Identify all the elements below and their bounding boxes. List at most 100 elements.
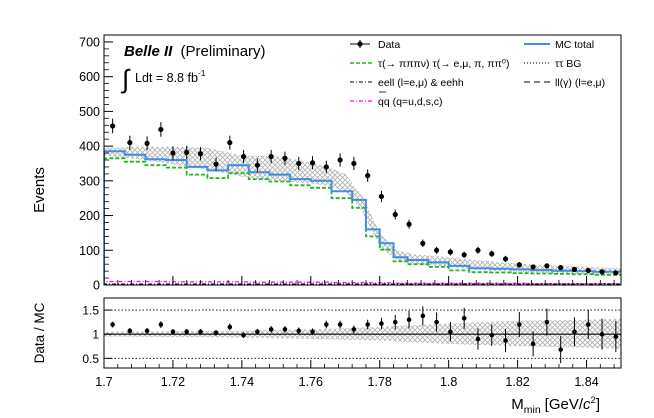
data-marker — [613, 270, 619, 276]
ratio-marker — [365, 322, 370, 327]
data-marker — [309, 160, 316, 166]
main-x-ticks — [103, 276, 615, 285]
ratio-point — [310, 328, 315, 336]
data-marker — [240, 153, 247, 160]
ratio-marker — [110, 322, 115, 327]
ratio-marker — [170, 329, 176, 335]
main-panel: 0 100 200 300 400 500 600 700 Events Belle II (… — [31, 34, 622, 293]
x-tick-label: 1.82 — [505, 375, 529, 389]
signal-histogram — [104, 157, 621, 285]
data-point — [585, 267, 591, 274]
ratio-point — [613, 321, 619, 353]
luminosity-label: Ldt = 8.8 fb-1 — [135, 68, 206, 85]
ratio-point — [448, 322, 453, 342]
ratio-marker — [227, 324, 233, 330]
ratio-point — [572, 317, 577, 347]
ratio-point — [144, 327, 150, 334]
data-marker — [365, 173, 371, 179]
ratio-panel: 0.5 1 1.5 1.7 1.72 1.74 1.76 1.78 1.8 1.82 1.84 D… — [32, 297, 622, 389]
ratio-point — [324, 320, 329, 329]
legend-label-mc-total: MC total — [555, 39, 594, 51]
data-point — [571, 266, 578, 272]
ratio-point — [198, 328, 203, 335]
data-point — [296, 156, 302, 171]
data-marker — [110, 123, 116, 129]
data-marker — [351, 160, 357, 167]
main-band-area — [104, 146, 621, 275]
data-point — [599, 269, 605, 275]
ratio-marker — [296, 328, 302, 334]
ratio-marker — [282, 327, 288, 332]
data-point — [420, 239, 426, 248]
data-marker — [585, 267, 591, 274]
ratio-point — [392, 314, 398, 330]
ratio-marker — [530, 341, 536, 347]
data-point — [530, 264, 536, 270]
ratio-marker — [241, 332, 246, 338]
ratio-marker — [379, 321, 384, 326]
ratio-marker — [144, 328, 150, 334]
ratio-point — [241, 332, 246, 339]
ratio-marker — [448, 329, 453, 335]
data-point — [502, 255, 509, 263]
ratio-y-tick-label: 0.5 — [82, 352, 99, 366]
ratio-y-tick-label: 1 — [92, 328, 99, 342]
ratio-point — [213, 329, 219, 336]
data-marker — [489, 251, 495, 257]
data-point — [170, 146, 176, 160]
ratio-point — [406, 311, 412, 329]
data-marker — [406, 221, 412, 227]
legend-entry-qqbar: qq (q=u,d,s,c) — [350, 91, 443, 108]
preliminary-label: (Preliminary) — [181, 43, 266, 60]
data-point — [365, 169, 371, 182]
ratio-marker — [489, 332, 495, 338]
ratio-point — [503, 328, 508, 353]
data-point — [158, 122, 164, 137]
ratio-marker — [337, 322, 343, 327]
ratio-frame — [103, 297, 622, 369]
data-points-layer — [110, 118, 619, 276]
legend-label-tautau-bg: ττ BG — [555, 58, 581, 70]
legend: Data MC total τ(→ πππν) τ(→ e,μ, π, ππ⁰)… — [350, 39, 605, 108]
data-point — [406, 219, 412, 229]
x-axis-label-unit-pre: [GeV/ — [545, 396, 584, 413]
data-point — [268, 149, 274, 164]
ratio-marker — [127, 328, 133, 334]
ratio-marker — [517, 322, 522, 327]
ratio-marker — [213, 330, 219, 336]
data-point — [447, 248, 453, 256]
data-marker — [599, 269, 605, 275]
x-tick-label: 1.76 — [299, 375, 323, 389]
ratio-marker — [503, 338, 508, 343]
y-axis-label: Events — [31, 167, 48, 213]
ratio-points-layer — [110, 306, 619, 364]
mc-total-histogram — [104, 150, 621, 285]
ratio-marker — [158, 322, 164, 327]
y-tick-label: 0 — [93, 279, 100, 293]
ratio-point — [184, 328, 190, 335]
data-marker — [571, 266, 578, 272]
integral-symbol: ∫ — [120, 64, 131, 94]
data-marker — [461, 252, 467, 258]
data-point — [309, 156, 316, 170]
data-marker — [502, 256, 509, 262]
ratio-point — [544, 308, 550, 336]
ratio-marker — [613, 334, 619, 339]
ratio-point — [170, 328, 176, 335]
x-axis-label-sub: min — [524, 404, 541, 416]
data-marker — [158, 126, 164, 133]
ratio-point — [461, 307, 467, 329]
ratio-marker — [392, 319, 398, 325]
x-tick-label: 1.7 — [95, 375, 112, 389]
data-marker — [282, 155, 288, 161]
x-axis-label-unit-sup: 2 — [591, 395, 596, 406]
legend-label-signal: τ(→ πππν) τ(→ e,μ, π, ππ⁰) — [378, 58, 509, 70]
data-point — [227, 135, 233, 150]
legend-label-llgamma: ll(γ) (l=e,μ) — [555, 77, 605, 89]
data-marker — [170, 150, 176, 156]
data-marker — [323, 164, 329, 170]
ratio-marker — [475, 336, 481, 342]
ratio-point — [475, 328, 481, 350]
data-marker — [530, 264, 536, 270]
data-marker — [392, 211, 398, 218]
